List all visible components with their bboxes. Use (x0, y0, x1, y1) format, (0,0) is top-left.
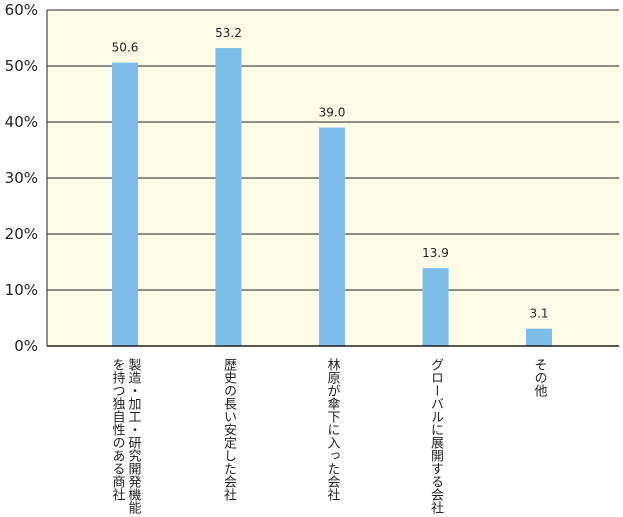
bar (215, 48, 242, 347)
y-tick-label: 30% (5, 169, 38, 187)
category-label: 製造・加工・研究開発機能 (126, 358, 142, 514)
bar-value-label: 39.0 (319, 106, 346, 120)
category-label: 林原が傘下に入った会社 (325, 358, 341, 501)
bar (319, 127, 345, 346)
bar-value-label: 53.2 (215, 26, 242, 40)
bars (112, 48, 552, 347)
y-axis-ticks: 0% 10% 20% 30% 40% 50% 60% (5, 1, 38, 355)
data-labels: 50.6 53.2 39.0 13.9 3.1 (112, 26, 549, 321)
bar-value-label: 13.9 (422, 246, 449, 260)
category-label: グローバルに展開する会社 (428, 358, 444, 514)
y-tick-label: 10% (5, 281, 38, 299)
category-label: その他 (532, 358, 548, 398)
y-tick-label: 0% (14, 337, 38, 355)
category-label: 歴史の長い安定した会社 (221, 358, 237, 501)
y-tick-label: 20% (5, 225, 38, 243)
bar-value-label: 50.6 (112, 41, 139, 55)
category-label: を持つ独自性のある商社 (110, 358, 126, 501)
bar (526, 328, 552, 346)
y-tick-label: 50% (5, 57, 38, 75)
y-tick-label: 60% (5, 1, 38, 19)
bar (112, 62, 138, 346)
y-tick-label: 40% (5, 113, 38, 131)
bar-value-label: 3.1 (529, 307, 548, 321)
bar (422, 268, 449, 346)
